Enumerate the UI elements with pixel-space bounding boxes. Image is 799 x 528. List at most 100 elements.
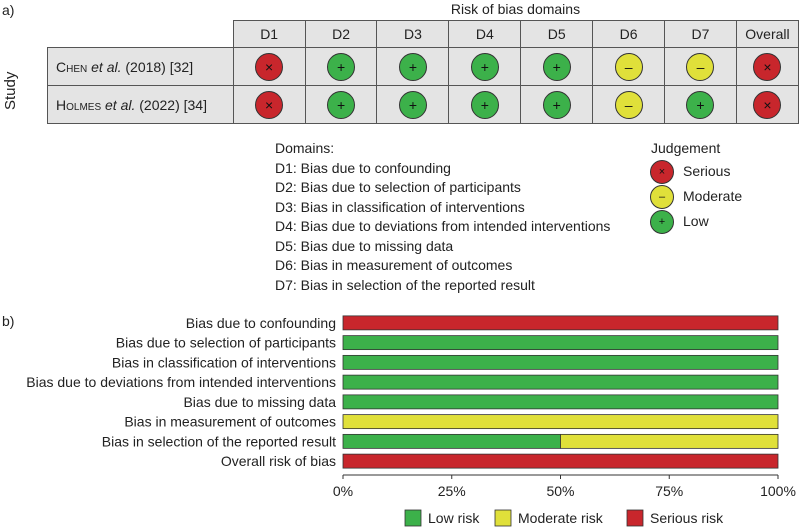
column-header-d3: D3 [376,20,450,48]
judgement-serious-icon: × [753,90,782,119]
judgement-serious-icon: × [650,160,674,184]
study-row: Holmes et al. (2022) [34] × + + + + – + × [47,85,799,124]
category-label: Bias due to deviations from intended int… [26,374,336,390]
judgement-heading: Judgement [651,140,721,156]
judgement-moderate-icon: – [614,52,643,81]
legend-label: Moderate risk [518,510,604,526]
judgement-low-icon: + [650,210,674,234]
column-header-d6: D6 [592,20,666,48]
judgement-low-icon: + [398,52,427,81]
column-header-overall: Overall [735,20,799,48]
header-blank [48,21,234,48]
judgement-cell-d2: + [304,85,378,124]
judgement-legend-label: Low [683,213,709,229]
bar-segment [342,433,561,449]
bar-segment [342,315,779,331]
judgement-moderate-icon: – [650,185,674,209]
study-name: Chen et al. (2018) [32] [47,47,234,86]
legend-swatch [404,509,422,527]
judgement-low-icon: + [542,90,571,119]
study-author: Chen [56,58,88,75]
domain-legend-item: D5: Bias due to missing data [275,237,454,254]
judgement-cell-d4: + [448,85,522,124]
judgement-cell-d4: + [448,47,522,86]
column-header-d7: D7 [664,20,737,48]
judgement-cell-d6: – [592,47,666,86]
judgement-legend-label: Serious [683,163,731,179]
domain-legend-item: D2: Bias due to selection of participant… [275,179,521,195]
bar-segment [342,394,779,410]
category-label: Bias in classification of interventions [112,354,336,370]
judgement-cell-d7: + [664,85,737,124]
legend-swatch [626,509,644,527]
x-tick-label: 50% [546,483,574,499]
judgement-cell-d5: + [520,47,594,86]
domain-legend-item: D3: Bias in classification of interventi… [275,198,525,215]
legend-swatch [494,509,512,527]
judgement-low-icon: + [470,52,499,81]
x-tick-label: 25% [438,483,466,499]
column-header-d4: D4 [448,20,522,48]
judgement-cell-d2: + [304,47,378,86]
judgement-cell-d7: – [664,47,737,86]
judgement-low-icon: + [470,90,499,119]
x-tick-label: 0% [333,483,353,499]
judgement-cell-d5: + [520,85,594,124]
panel-a-label: a) [2,2,15,18]
category-label: Bias due to selection of participants [116,335,336,351]
bar-segment [342,414,779,430]
rob-domains-title: Risk of bias domains [450,1,581,17]
study-year: (2018) [32] [121,58,194,75]
judgement-cell-overall: × [735,85,799,124]
study-author: Holmes [56,96,102,113]
x-tick-label: 100% [760,483,796,499]
bar-segment [342,453,779,469]
judgement-serious-icon: × [753,52,782,81]
x-tick-label: 75% [655,483,683,499]
panel-b-label: b) [2,313,15,329]
domains-legend: Domains: D1: Bias due to confounding D2: … [275,139,610,295]
column-header-d2: D2 [304,20,378,48]
summary-bar-chart: Bias due to confounding Bias due to selec… [26,315,796,527]
category-label: Bias due to confounding [186,315,336,331]
judgement-cell-d3: + [376,47,450,86]
judgement-legend-serious: × Serious [650,160,730,184]
domains-heading: Domains: [275,140,335,156]
bar-segment [342,354,779,370]
bar-segment [342,335,779,351]
study-etal: et al. [101,96,136,113]
judgement-cell-d1: × [232,47,306,86]
judgement-low-icon: + [686,90,715,119]
study-year: (2022) [34] [135,96,207,113]
column-header-d1: D1 [232,20,306,48]
study-row: Chen et al. (2018) [32] × + + + + – – × [47,47,799,86]
bar-segment [560,433,779,449]
category-label: Bias in selection of the reported result [102,433,336,449]
legend-label: Low risk [428,510,480,526]
judgement-cell-d3: + [376,85,450,124]
domain-legend-item: D6: Bias in measurement of outcomes [275,257,513,273]
judgement-legend-moderate: – Moderate [650,185,742,209]
judgement-low-icon: + [398,90,427,119]
study-etal: et al. [87,58,122,75]
judgement-low-icon: + [327,52,356,81]
judgement-legend-low: + Low [650,210,709,234]
judgement-serious-icon: × [255,52,284,81]
category-label: Bias in measurement of outcomes [124,414,336,430]
study-axis-label: Study [2,71,19,110]
category-label: Bias due to missing data [183,394,336,410]
judgement-moderate-icon: – [614,90,643,119]
judgement-moderate-icon: – [686,52,715,81]
traffic-light-table: D1 D2 D3 D4 D5 D6 D7 Overall Chen et al. (2018)… [47,20,799,124]
study-name: Holmes et al. (2022) [34] [47,85,234,124]
bar-segment [342,374,779,390]
judgement-cell-d6: – [592,85,666,124]
column-header-d5: D5 [520,20,594,48]
judgement-legend-label: Moderate [683,188,743,204]
judgement-serious-icon: × [255,90,284,119]
judgement-cell-overall: × [735,47,799,86]
judgement-cell-d1: × [232,85,306,124]
domain-legend-item: D1: Bias due to confounding [275,159,451,176]
category-label: Overall risk of bias [221,453,336,469]
judgement-low-icon: + [327,90,356,119]
